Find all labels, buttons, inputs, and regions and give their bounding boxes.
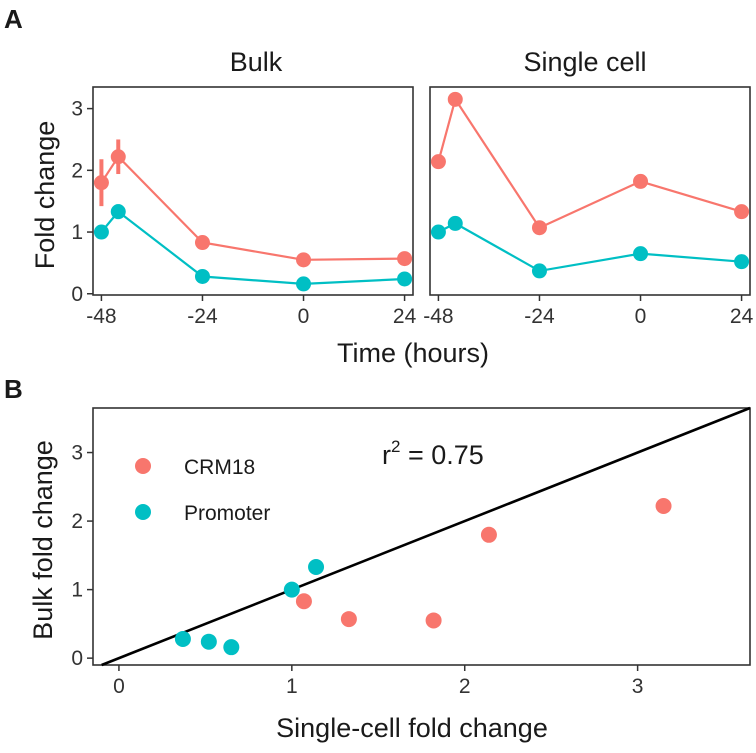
single-crm18-point-0	[430, 154, 446, 170]
correlation-y-tick-label-3: 3	[71, 442, 83, 465]
panel-label-a: A	[4, 4, 23, 34]
bulk-y-tick-label-3: 3	[71, 98, 83, 121]
single-x-tick-label-0: 0	[635, 305, 647, 328]
correlation-crm18-point-4	[340, 611, 357, 628]
bulk-y-tick-label-1: 1	[71, 221, 83, 244]
legend-marker-crm18	[135, 458, 151, 474]
bulk-crm18-point-4	[397, 251, 413, 267]
correlation-x-tick-label-1: 1	[286, 675, 298, 698]
legend: CRM18 Promoter	[135, 456, 270, 525]
single-cell-plot: -48 -24 0 24	[423, 86, 754, 328]
bulk-x-tick-label-0: 0	[298, 305, 310, 328]
correlation-y-tick-label-1: 1	[71, 579, 83, 602]
correlation-plot: 0 1 2 3 0 1 2 3 r2 = 0.75 CRM18 Promoter Bulk f…	[28, 406, 751, 743]
single-crm18-point-4	[734, 204, 750, 220]
single-promoter-line	[437, 222, 742, 273]
bulk-crm18-line	[100, 154, 405, 261]
legend-label-crm18: CRM18	[184, 456, 255, 479]
single-plot-frame	[429, 86, 751, 296]
single-x-tick-label--48: -48	[423, 305, 453, 328]
single-promoter-point-3	[633, 246, 649, 262]
facet-title-single-cell: Single cell	[523, 47, 646, 77]
single-crm18-point-2	[531, 220, 547, 236]
bulk-promoter-point-4	[397, 271, 413, 287]
bulk-promoter-point-3	[296, 276, 312, 292]
correlation-y-tick-label-0: 0	[71, 647, 83, 670]
correlation-x-tick-label-2: 2	[459, 675, 471, 698]
single-crm18-line	[437, 96, 742, 230]
correlation-crm18-point-2	[295, 593, 312, 610]
single-x-tick-label-24: 24	[730, 305, 754, 328]
bulk-x-tick-label--24: -24	[187, 305, 218, 328]
legend-marker-promoter	[135, 504, 151, 520]
bulk-y-tick-label-2: 2	[71, 159, 83, 182]
bulk-crm18-point-2	[194, 235, 210, 251]
correlation-crm18-point-3	[425, 612, 442, 629]
single-crm18-point-3	[633, 173, 649, 189]
correlation-x-tick-label-3: 3	[632, 675, 644, 698]
bulk-promoter-line	[100, 210, 405, 286]
panel-a-x-axis-title: Time (hours)	[337, 338, 489, 368]
correlation-promoter-point-2	[174, 630, 191, 647]
correlation-y-tick-label-2: 2	[71, 510, 83, 533]
bulk-crm18-point-1	[110, 149, 126, 165]
correlation-x-tick-label-0: 0	[113, 675, 125, 698]
bulk-plot: 0 1 2 3 -48 -24 0 24	[71, 86, 417, 328]
bulk-plot-frame	[92, 86, 414, 296]
correlation-promoter-point-3	[223, 639, 240, 656]
single-promoter-point-4	[734, 254, 750, 270]
legend-label-promoter: Promoter	[184, 502, 270, 525]
bulk-y-tick-label-0: 0	[71, 283, 83, 306]
panel-label-b: B	[4, 374, 23, 404]
bulk-promoter-point-2	[194, 268, 210, 284]
single-x-tick-label--24: -24	[524, 305, 555, 328]
correlation-plot-frame	[92, 407, 751, 666]
r-squared-annotation: r2 = 0.75	[382, 437, 484, 470]
bulk-x-tick-label-24: 24	[393, 305, 417, 328]
single-promoter-point-0	[430, 224, 446, 240]
single-promoter-point-2	[531, 263, 547, 279]
single-promoter-point-1	[447, 215, 463, 231]
panel-a-y-axis-title: Fold change	[30, 121, 60, 270]
correlation-promoter-point-4	[200, 633, 217, 650]
bulk-crm18-point-3	[296, 252, 312, 268]
single-crm18-point-1	[447, 91, 463, 107]
bulk-crm18-point-0	[93, 175, 109, 191]
panel-b-x-axis-title: Single-cell fold change	[276, 713, 548, 743]
correlation-promoter-point-0	[283, 581, 300, 598]
bulk-x-tick-label--48: -48	[86, 305, 116, 328]
panel-b-y-axis-title: Bulk fold change	[28, 440, 58, 640]
bulk-promoter-point-1	[110, 204, 126, 220]
facet-title-bulk: Bulk	[230, 47, 283, 77]
correlation-promoter-point-1	[308, 558, 325, 575]
identity-line	[101, 406, 751, 667]
correlation-crm18-point-1	[655, 498, 672, 515]
correlation-crm18-point-0	[480, 526, 497, 543]
bulk-promoter-point-0	[93, 224, 109, 240]
